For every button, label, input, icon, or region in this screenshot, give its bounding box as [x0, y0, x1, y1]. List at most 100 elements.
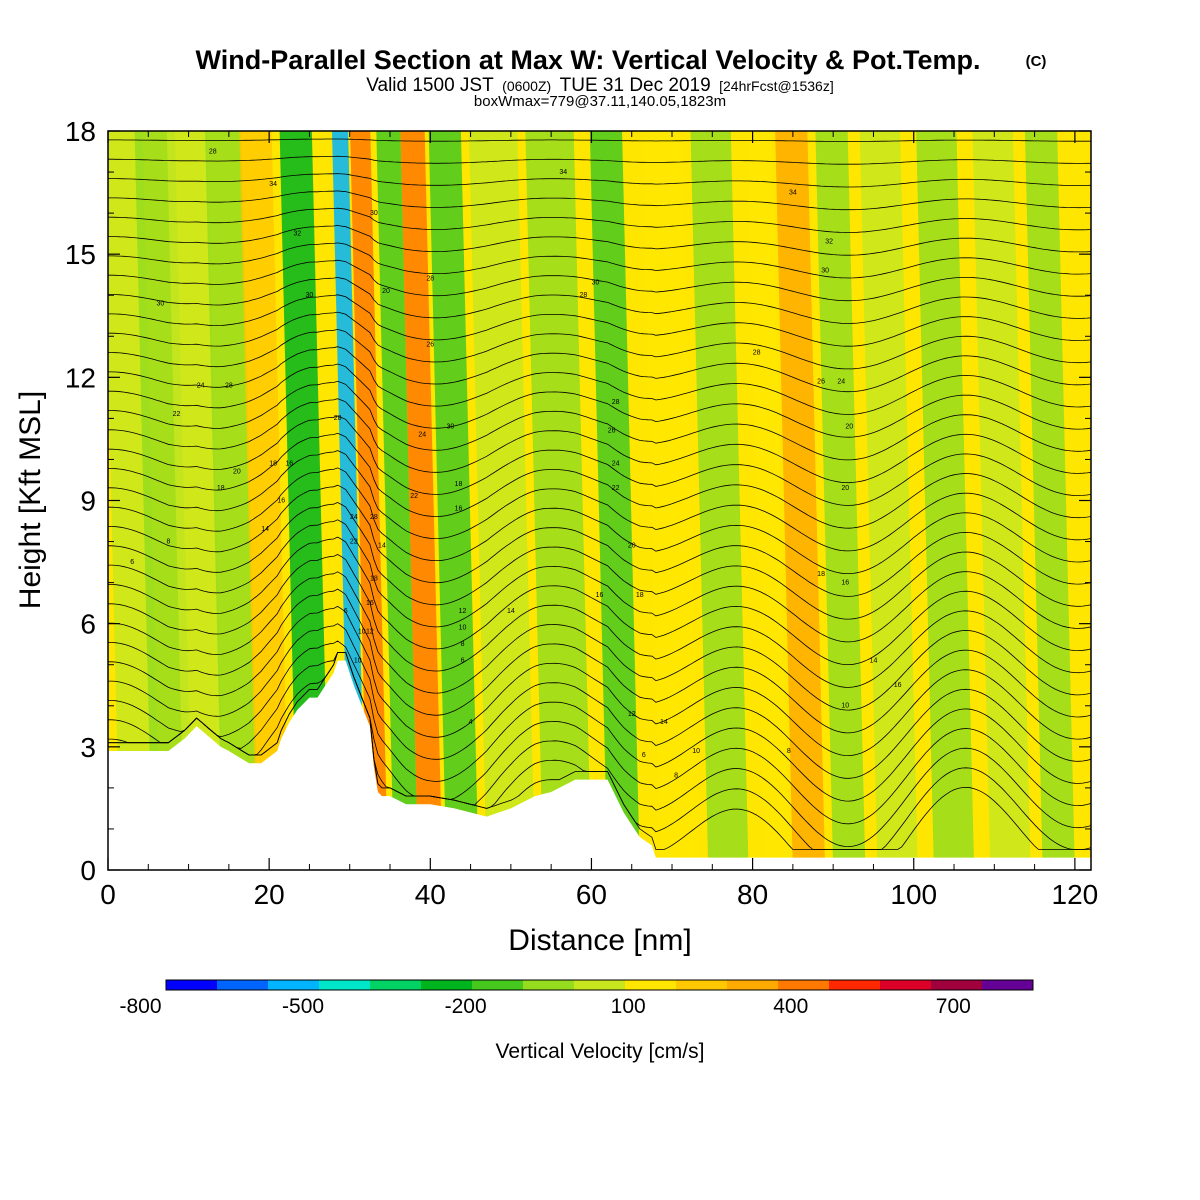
isentrope-line [108, 571, 1091, 711]
colorbar-swatch [166, 980, 218, 990]
valid-time-line: Valid 1500 JST (0600Z) TUE 31 Dec 2019 [… [366, 75, 833, 96]
y-tick-label: 15 [65, 239, 96, 270]
contour-label: 24 [837, 378, 845, 385]
contour-label: 8 [674, 772, 678, 779]
isentrope-line [108, 138, 1091, 142]
y-tick-label: 0 [80, 855, 96, 886]
colorbar-swatch [676, 980, 728, 990]
contour-label: 14 [507, 608, 515, 615]
contour-label: 30 [592, 280, 600, 287]
x-tick-label: 100 [890, 879, 937, 910]
contour-label: 16 [285, 460, 293, 467]
contour-label: 32 [293, 230, 301, 237]
valid-utc: (0600Z) [502, 78, 551, 94]
isentrope-line [108, 432, 1091, 529]
colorbar-swatch [217, 980, 269, 990]
velocity-band [428, 131, 479, 870]
contour-label: 28 [753, 350, 761, 357]
y-tick-label: 3 [80, 732, 96, 763]
contour-label: 28 [426, 276, 434, 283]
contour-label: 12 [628, 711, 636, 718]
box-info: boxWmax=779@37.11,140.05,1823m [474, 93, 726, 110]
colorbar-swatch [727, 980, 779, 990]
velocity-band [350, 131, 388, 870]
contour-label: 34 [789, 189, 797, 196]
contour-label: 8 [166, 538, 170, 545]
isentrope-line [108, 311, 1091, 370]
y-tick-label: 6 [80, 609, 96, 640]
x-tick-label: 40 [415, 879, 446, 910]
contour-label: 30 [821, 267, 829, 274]
velocity-band [468, 131, 536, 870]
colorbar-swatch [574, 980, 626, 990]
isentrope-line [108, 190, 1091, 211]
contour-label: 20 [845, 423, 853, 430]
x-tick-label: 60 [576, 879, 607, 910]
contour-label: 30 [156, 300, 164, 307]
contour-label: 16 [841, 579, 849, 586]
x-tick-label: 80 [737, 879, 768, 910]
contour-label: 6 [461, 657, 465, 664]
contour-label: 28 [225, 382, 233, 389]
contour-label: 4 [469, 719, 473, 726]
contour-label: 24 [197, 382, 205, 389]
contour-label: 20 [628, 543, 636, 550]
isentrope-line [108, 519, 1091, 643]
contour-label: 6 [642, 752, 646, 759]
isentrope-line [108, 450, 1091, 552]
velocity-bands [108, 131, 1075, 870]
valid-date: TUE 31 Dec 2019 [560, 75, 711, 96]
isentrope-line [108, 640, 1091, 802]
velocity-band [376, 131, 419, 870]
contour-label: 8 [787, 748, 791, 755]
colorbar-swatch [982, 980, 1034, 990]
contour-label: 22 [410, 493, 418, 500]
contour-label: 16 [455, 506, 463, 513]
isentrope-line [108, 277, 1091, 324]
contour-label: 10 [841, 703, 849, 710]
colorbar-swatch [319, 980, 371, 990]
contour-label: 34 [269, 181, 277, 188]
contour-label: 20 [233, 469, 241, 476]
isentrope-line [108, 554, 1091, 688]
velocity-band [746, 131, 789, 870]
contour-label: 6 [344, 608, 348, 615]
contour-label: 10 [459, 625, 467, 632]
colorbar-tick-labels: -800 -500 -200 100 400 700 [119, 995, 970, 1018]
isentrope-line [108, 155, 1091, 165]
contour-label: 8 [461, 641, 465, 648]
colorbar-swatch [268, 980, 320, 990]
contour-label: 24 [350, 514, 358, 521]
colorbar-swatch [421, 980, 473, 990]
contour-label: 6 [130, 559, 134, 566]
velocity-band [239, 131, 290, 870]
contour-label: 18 [370, 575, 378, 582]
isentrope-line [108, 484, 1091, 597]
contour-label: 16 [277, 497, 285, 504]
velocity-band [916, 131, 975, 870]
contour-labels: 28 34 32 30 30 24 28 22 28 20 18 16 18 16 14 8 6 24 28 22 14… [130, 148, 901, 779]
x-tick-label: 20 [254, 879, 285, 910]
contour-label: 18 [269, 460, 277, 467]
x-tick-label: 0 [100, 879, 116, 910]
contour-label: 10 [692, 748, 700, 755]
velocity-band [972, 131, 1031, 870]
contour-label: 28 [334, 415, 342, 422]
forecast-info: [24hrFcst@1536z] [719, 78, 834, 94]
contour-label: 22 [173, 411, 181, 418]
valid-prefix: Valid 1500 JST [366, 75, 494, 96]
isentrope-line [108, 346, 1091, 415]
isentrope-line [108, 328, 1091, 393]
contour-label: 14 [261, 526, 269, 533]
contour-label: 16 [366, 600, 374, 607]
isentrope-line [108, 502, 1091, 620]
isentrope-line [108, 652, 1091, 825]
y-axis-label: Height [Kft MSL] [14, 391, 47, 609]
colorbar-tick-label: 700 [936, 995, 971, 1018]
colorbar [165, 979, 1034, 991]
colorbar-tick-label: 400 [773, 995, 808, 1018]
colorbar-tick-label: -800 [119, 995, 161, 1018]
x-tick-label: 120 [1052, 879, 1099, 910]
colorbar-swatch [778, 980, 830, 990]
